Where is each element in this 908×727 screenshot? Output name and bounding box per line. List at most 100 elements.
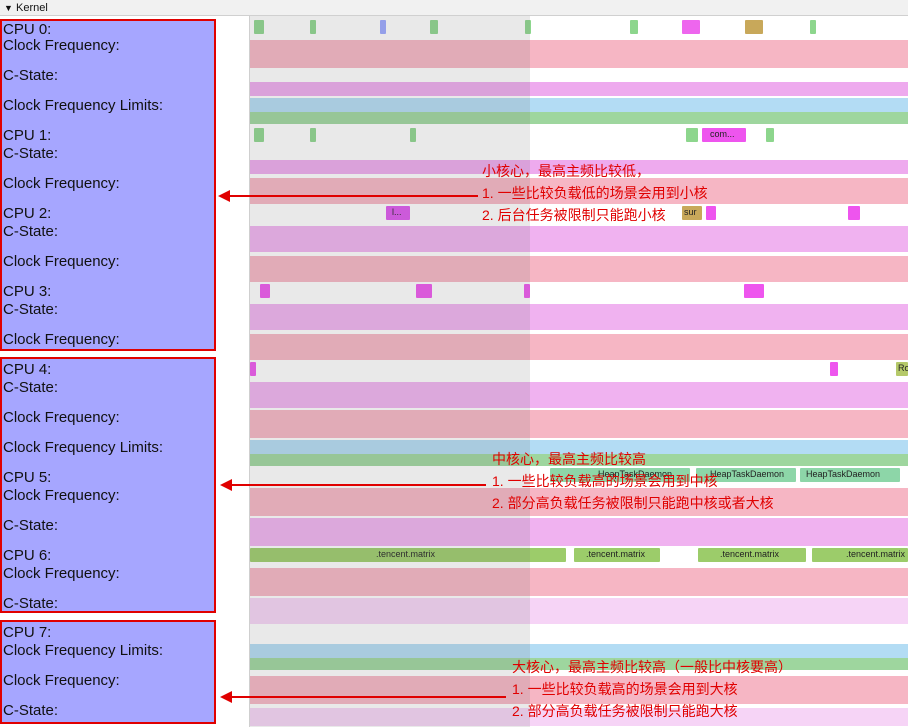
annotation-line: 2. 部分高负载任务被限制只能跑中核或者大核: [492, 495, 774, 511]
slice[interactable]: [706, 206, 716, 220]
track-label: CPU 0:: [3, 21, 52, 38]
kernel-track-title: Kernel: [16, 2, 48, 14]
track-label: Clock Frequency:: [3, 175, 120, 192]
slice[interactable]: [630, 20, 638, 34]
slice[interactable]: [830, 362, 838, 376]
slice[interactable]: [430, 20, 438, 34]
cpu4-slices: Ro: [250, 360, 908, 380]
middle-core-annotation: 中核心，最高主频比较高 1. 一些比较负载高的场景会用到中核 2. 部分高负载任…: [492, 448, 774, 514]
cpu0-freq-limits-b: [250, 112, 908, 124]
slice-label: l...: [392, 207, 402, 217]
cpu2-frequency: [250, 256, 908, 282]
annotation-line: 2. 后台任务被限制只能跑小核: [482, 207, 666, 223]
middle-core-group: CPU 4: C-State: Clock Frequency: Clock F…: [0, 357, 216, 613]
cpu5-cstate: [250, 518, 908, 546]
slice[interactable]: [410, 128, 416, 142]
track-label: Clock Frequency:: [3, 487, 120, 504]
slice[interactable]: [745, 20, 763, 34]
slice-matrix3[interactable]: .tencent.matrix: [698, 548, 806, 562]
track-label: CPU 4:: [3, 361, 52, 378]
slice[interactable]: [744, 284, 764, 298]
cpu4-cstate: [250, 382, 908, 408]
slice-com[interactable]: com...: [702, 128, 746, 142]
slice[interactable]: [848, 206, 860, 220]
track-label: CPU 6:: [3, 547, 52, 564]
kernel-track-header[interactable]: ▼ Kernel: [0, 0, 908, 16]
cpu2-slices: l... sur: [250, 204, 908, 224]
track-label: CPU 1:: [3, 127, 52, 144]
slice[interactable]: [254, 20, 264, 34]
annotation-line: 1. 一些比较负载高的场景会用到中核: [492, 473, 718, 489]
annotation-line: 2. 部分高负载任务被限制只能跑大核: [512, 703, 738, 719]
slice[interactable]: [766, 128, 774, 142]
slice-label: .tencent.matrix: [586, 549, 646, 559]
slice[interactable]: [810, 20, 816, 34]
track-label: Clock Frequency:: [3, 253, 120, 270]
track-label: C-State:: [3, 223, 59, 240]
track-label: C-State:: [3, 145, 59, 162]
slice[interactable]: [686, 128, 698, 142]
slice-heap1[interactable]: HeapTaskDaemon: [550, 468, 690, 482]
big-core-group: CPU 7: Clock Frequency Limits: Clock Fre…: [0, 620, 216, 724]
cpu0-frequency: [250, 40, 908, 68]
cpu7-freq-limits-a: [250, 644, 908, 658]
big-core-annotation: 大核心，最高主频比较高（一般比中核要高） 1. 一些比较负载高的场景会用到大核 …: [512, 656, 792, 722]
slice-sur[interactable]: sur: [682, 206, 702, 220]
annotation-line: 中核心，最高主频比较高: [492, 451, 646, 467]
track-label: Clock Frequency Limits:: [3, 642, 164, 659]
cpu1-frequency: [250, 178, 908, 204]
slice[interactable]: [260, 284, 270, 298]
cpu4-freq-limits-a: [250, 440, 908, 454]
track-label: Clock Frequency Limits:: [3, 97, 164, 114]
track-label: Clock Frequency Limits:: [3, 439, 164, 456]
cpu3-cstate: [250, 304, 908, 330]
cpu3-slices: [250, 282, 908, 302]
little-core-annotation: 小核心，最高主频比较低， 1. 一些比较负载低的场景会用到小核 2. 后台任务被…: [482, 160, 708, 226]
timeline-area[interactable]: com... l... sur Ro He: [250, 16, 908, 727]
track-label: C-State:: [3, 379, 59, 396]
annotation-line: 大核心，最高主频比较高（一般比中核要高）: [512, 659, 792, 675]
cpu7-freq-limits-b: [250, 658, 908, 670]
slice[interactable]: [380, 20, 386, 34]
cpu5-slices: HeapTaskDaemon HeapTaskDaemon HeapTaskDa…: [250, 466, 908, 486]
slice-label: .tencent.matrix: [846, 549, 906, 559]
triangle-down-icon[interactable]: ▼: [4, 3, 13, 13]
annotation-line: 小核心，最高主频比较低，: [482, 163, 650, 179]
slice-matrix1[interactable]: .tencent.matrix: [250, 548, 566, 562]
slice-heap2[interactable]: HeapTaskDaemon: [696, 468, 796, 482]
slice-matrix2[interactable]: .tencent.matrix: [574, 548, 660, 562]
slice[interactable]: [310, 128, 316, 142]
cpu0-freq-limits-a: [250, 98, 908, 112]
slice[interactable]: [254, 128, 264, 142]
cpu7-cstate: [250, 708, 908, 726]
track-label: Clock Frequency:: [3, 672, 120, 689]
cpu1-cstate: [250, 160, 908, 174]
track-label: Clock Frequency:: [3, 331, 120, 348]
cpu3-frequency: [250, 334, 908, 360]
cpu7-frequency: [250, 676, 908, 704]
slice[interactable]: [416, 284, 432, 298]
track-label: CPU 2:: [3, 205, 52, 222]
slice[interactable]: [250, 362, 256, 376]
cpu0-slices: [250, 18, 908, 38]
little-core-group: CPU 0: Clock Frequency: C-State: Clock F…: [0, 19, 216, 351]
cpu4-frequency: [250, 410, 908, 438]
slice-label: .tencent.matrix: [376, 549, 436, 559]
slice-label: HeapTaskDaemon: [806, 469, 881, 479]
slice[interactable]: [525, 20, 531, 34]
slice-matrix4[interactable]: .tencent.matrix: [812, 548, 908, 562]
track-label: C-State:: [3, 301, 59, 318]
cpu6-slices: .tencent.matrix .tencent.matrix .tencent…: [250, 546, 908, 566]
annotation-line: 1. 一些比较负载高的场景会用到大核: [512, 681, 738, 697]
slice[interactable]: [310, 20, 316, 34]
slice-ro[interactable]: Ro: [896, 362, 908, 376]
slice-label: HeapTaskDaemon: [598, 469, 673, 479]
slice[interactable]: [682, 20, 700, 34]
track-label: CPU 7:: [3, 624, 52, 641]
slice[interactable]: [524, 284, 530, 298]
track-label: Clock Frequency:: [3, 565, 120, 582]
cpu2-cstate: [250, 226, 908, 252]
slice-l[interactable]: l...: [386, 206, 410, 220]
slice-heap3[interactable]: HeapTaskDaemon: [800, 468, 900, 482]
slice-label: sur: [684, 207, 697, 217]
